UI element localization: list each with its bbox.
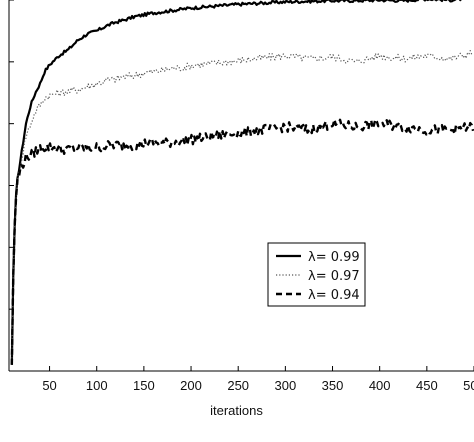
x-tick-label: 200 bbox=[180, 378, 202, 393]
series-line-1 bbox=[10, 0, 462, 365]
legend-label: λ= 0.97 bbox=[308, 269, 360, 284]
x-tick-label: 50 bbox=[42, 378, 56, 393]
x-tick-label: 500 bbox=[463, 378, 474, 393]
legend-label: λ= 0.94 bbox=[308, 288, 360, 303]
y-axis-ticks bbox=[9, 0, 14, 310]
series-line-2 bbox=[11, 50, 474, 365]
series-line-3 bbox=[10, 118, 474, 365]
x-axis-ticks: 50 100 150 200 250 300 350 400 450 500 bbox=[42, 366, 474, 393]
x-tick-label: 300 bbox=[275, 378, 297, 393]
x-tick-label: 350 bbox=[322, 378, 344, 393]
legend-box bbox=[267, 242, 366, 307]
x-tick-label: 400 bbox=[369, 378, 391, 393]
x-tick-label: 100 bbox=[86, 378, 108, 393]
x-tick-label: 450 bbox=[416, 378, 438, 393]
legend: λ= 0.99 λ= 0.97 λ= 0.94 bbox=[267, 242, 366, 307]
legend-label: λ= 0.99 bbox=[308, 250, 360, 265]
x-axis-title: iterations bbox=[210, 403, 263, 418]
series-lines bbox=[10, 0, 474, 365]
plot-frame bbox=[8, 0, 474, 372]
x-tick-label: 150 bbox=[133, 378, 155, 393]
x-tick-label: 250 bbox=[227, 378, 249, 393]
